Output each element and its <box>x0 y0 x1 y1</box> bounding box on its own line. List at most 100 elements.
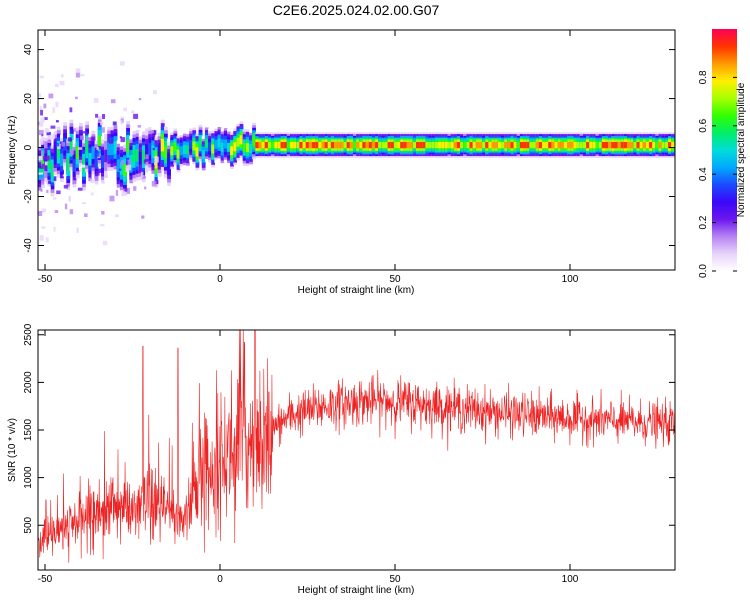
spectrogram-y-tick-label: 40 <box>23 44 34 56</box>
spectrogram-noise-cell <box>63 184 69 189</box>
spectrogram-noise-cell <box>45 180 49 184</box>
spectrogram-noise-cell <box>67 62 72 68</box>
spectrogram-cell <box>286 141 291 149</box>
spectrogram-noise-cell <box>64 203 68 210</box>
spectrogram-cell <box>589 141 593 149</box>
spectrogram-cell <box>293 141 297 149</box>
spectrogram-cell <box>605 141 609 149</box>
spectrogram-noise-cell <box>68 195 72 202</box>
snr-y-tick-label: 1000 <box>23 466 34 489</box>
spectrogram-cell <box>365 141 370 149</box>
spectrogram-noise-cell <box>109 195 115 202</box>
spectrogram-cell <box>384 141 389 149</box>
spectrogram-noise-cell <box>144 186 147 190</box>
snr-y-tick-label: 2000 <box>23 371 34 394</box>
spectrogram-cell <box>453 141 458 149</box>
spectrogram-cell <box>428 141 433 149</box>
snr-y-tick-label: 1500 <box>23 418 34 441</box>
spectrogram-cell <box>620 141 625 149</box>
spectrogram-cell <box>497 141 502 149</box>
spectrogram-cell <box>47 155 52 168</box>
spectrogram-noise-cell <box>94 175 99 179</box>
spectrogram-cell <box>182 144 187 154</box>
spectrogram-cell <box>252 136 256 146</box>
spectrogram-noise-cell <box>45 237 49 243</box>
spectrogram-noise-cell <box>100 224 105 227</box>
spectrogram-cell <box>582 141 587 149</box>
spectrogram-noise-cell <box>90 179 95 183</box>
spectrogram-cell <box>639 141 644 149</box>
spectrogram-cell <box>239 135 244 145</box>
spectrogram-noise-cell <box>44 128 50 133</box>
spectrogram-noise-cell <box>115 190 119 196</box>
spectrogram-cell <box>334 141 338 149</box>
spectrogram-noise-cell <box>51 133 56 140</box>
spectrogram-noise-cell <box>138 105 144 110</box>
spectrogram-noise-cell <box>120 137 126 143</box>
spectrogram-cell <box>302 141 307 149</box>
snr-y-label: SNR (10 * v/v) <box>7 418 18 482</box>
spectrogram-noise-cell <box>154 162 157 165</box>
spectrogram-cell <box>85 140 89 154</box>
spectrogram-cell <box>554 141 559 149</box>
spectrogram-cell <box>201 150 206 160</box>
spectrogram-cell <box>353 141 357 149</box>
spectrogram-cell <box>157 148 162 161</box>
spectrogram-noise-cell <box>61 142 66 147</box>
spectrogram-cell <box>526 141 530 149</box>
spectrogram-cell <box>516 141 521 149</box>
snr-y-tick-label: 2500 <box>23 323 34 346</box>
spectrogram-cell <box>78 138 83 152</box>
spectrogram-cell <box>296 141 301 149</box>
spectrogram-cell <box>491 141 496 149</box>
spectrogram-cell <box>119 162 124 175</box>
spectrogram-cell <box>113 141 118 154</box>
spectrogram-cell <box>208 142 212 152</box>
spectrogram-cell <box>551 141 556 149</box>
spectrogram-cell <box>485 141 490 149</box>
spectrogram-cell <box>101 155 105 168</box>
spectrogram-noise-cell <box>39 75 44 79</box>
spectrogram-noise-cell <box>112 121 117 126</box>
spectrogram-cell <box>97 135 102 148</box>
spectrogram-cell <box>642 141 647 149</box>
spectrogram-cell <box>444 141 449 149</box>
spectrogram-cell <box>595 141 600 149</box>
spectrogram-cell <box>126 140 130 153</box>
spectrogram-noise-cell <box>41 226 46 229</box>
spectrogram-cell <box>535 141 540 149</box>
spectrogram-cell <box>658 141 663 149</box>
spectrogram-noise-cell <box>84 213 88 217</box>
spectrogram-cell <box>145 144 149 157</box>
spectrogram-noise-cell <box>121 191 125 197</box>
spectrogram-panel: -50 0 50 100 -40 -20 0 20 40 Height of straight… <box>7 29 676 299</box>
spectrogram-cell <box>94 156 99 169</box>
spectrogram-cell <box>324 141 329 149</box>
spectrogram-noise-cell <box>56 190 61 195</box>
spectrogram-cell <box>655 141 660 149</box>
spectrogram-cell <box>592 141 597 149</box>
spectrogram-noise-cell <box>66 297 69 299</box>
spectrogram-y-tick-label: -20 <box>23 189 34 204</box>
spectrogram-cell <box>447 141 452 149</box>
spectrogram-noise-cell <box>39 235 44 241</box>
spectrogram-noise-cell <box>153 130 157 135</box>
spectrogram-noise-cell <box>82 202 86 205</box>
spectrogram-x-tick-label: 50 <box>389 274 401 285</box>
spectrogram-cell <box>469 141 474 149</box>
spectrogram-noise-cell <box>118 168 122 171</box>
spectrogram-y-tick-label: -40 <box>23 238 34 253</box>
spectrogram-noise-cell <box>70 224 76 231</box>
spectrogram-cell <box>356 141 360 149</box>
spectrogram-cell <box>107 142 112 156</box>
spectrogram-noise-cell <box>76 227 79 233</box>
spectrogram-cell <box>671 141 675 149</box>
spectrogram-noise-cell <box>53 197 57 200</box>
spectrogram-cell <box>204 138 209 148</box>
spectrogram-noise-cell <box>38 129 44 136</box>
spectrogram-cell <box>308 141 313 149</box>
spectrogram-noise-cell <box>43 117 48 120</box>
spectrogram-noise-cell <box>46 186 51 190</box>
spectrogram-noise-cell <box>101 211 105 215</box>
spectrogram-y-label: Frequency (Hz) <box>7 116 18 185</box>
